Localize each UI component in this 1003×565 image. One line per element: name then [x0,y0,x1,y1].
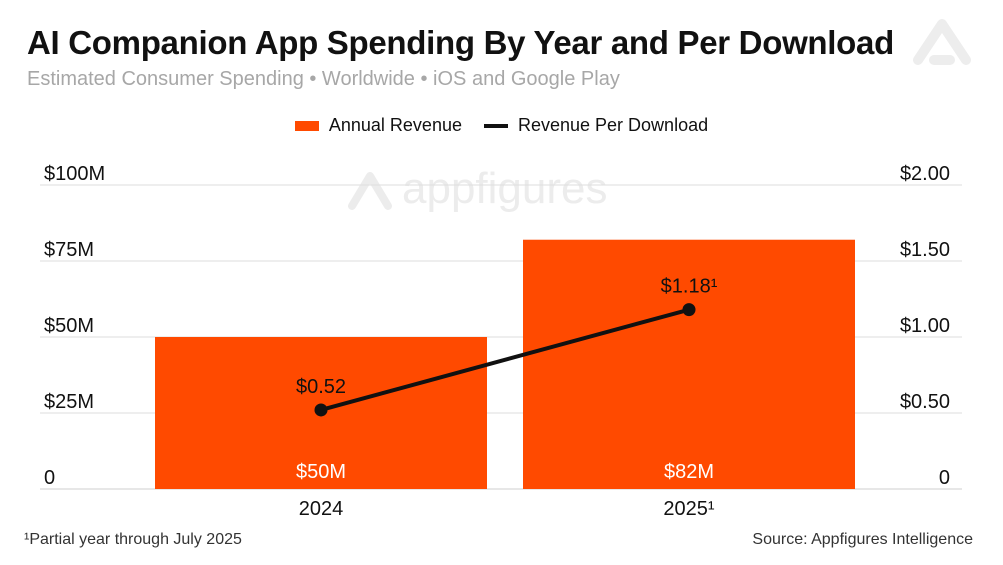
chart-area: appfigures 0 $25M $50M $75M $100M 0 $0.50 $1.00… [40,163,962,520]
y-left-tick-label: $100M [44,163,105,185]
watermark-logo-icon [348,172,392,210]
bar-value-label: $50M [296,461,346,483]
y-right-tick-label: $0.50 [900,391,950,413]
bar-value-label: $82M [664,461,714,483]
y-left-tick-label: 0 [44,467,55,489]
y-right-tick-label: $2.00 [900,163,950,185]
y-left-tick-label: $25M [44,391,94,413]
chart-title: AI Companion App Spending By Year and Pe… [27,24,894,61]
chart-subtitle: Estimated Consumer Spending • Worldwide … [27,68,620,90]
point-value-label: $1.18¹ [661,276,718,298]
legend-item-revenue-per-download: Revenue Per Download [483,115,709,136]
legend-label-annual-revenue: Annual Revenue [328,115,462,135]
legend-item-annual-revenue: Annual Revenue [294,115,462,136]
point-value-label: $0.52 [296,376,346,398]
y-left-tick-label: $75M [44,239,94,261]
y-right-tick-label: 0 [939,467,950,489]
revenue-per-download-line [319,307,691,412]
legend-swatch-bar [294,120,319,131]
watermark: appfigures [348,164,607,213]
chart-legend: Annual Revenue Revenue Per Download [0,115,1003,136]
y-right-tick-label: $1.50 [900,239,950,261]
legend-swatch-line [483,123,508,128]
x-category-label: 2025¹ [663,498,714,520]
footnote: ¹Partial year through July 2025 [24,531,242,548]
y-left-tick-label: $50M [44,315,94,337]
x-category-label: 2024 [299,498,344,520]
watermark-text: appfigures [402,164,607,213]
revenue-per-download-point [682,303,696,317]
revenue-per-download-point [314,403,328,417]
appfigures-logo-icon [913,19,971,65]
bar-annual-revenue-1 [523,239,855,489]
y-right-tick-label: $1.00 [900,315,950,337]
source-note: Source: Appfigures Intelligence [752,531,973,548]
legend-label-revenue-per-download: Revenue Per Download [517,115,709,135]
